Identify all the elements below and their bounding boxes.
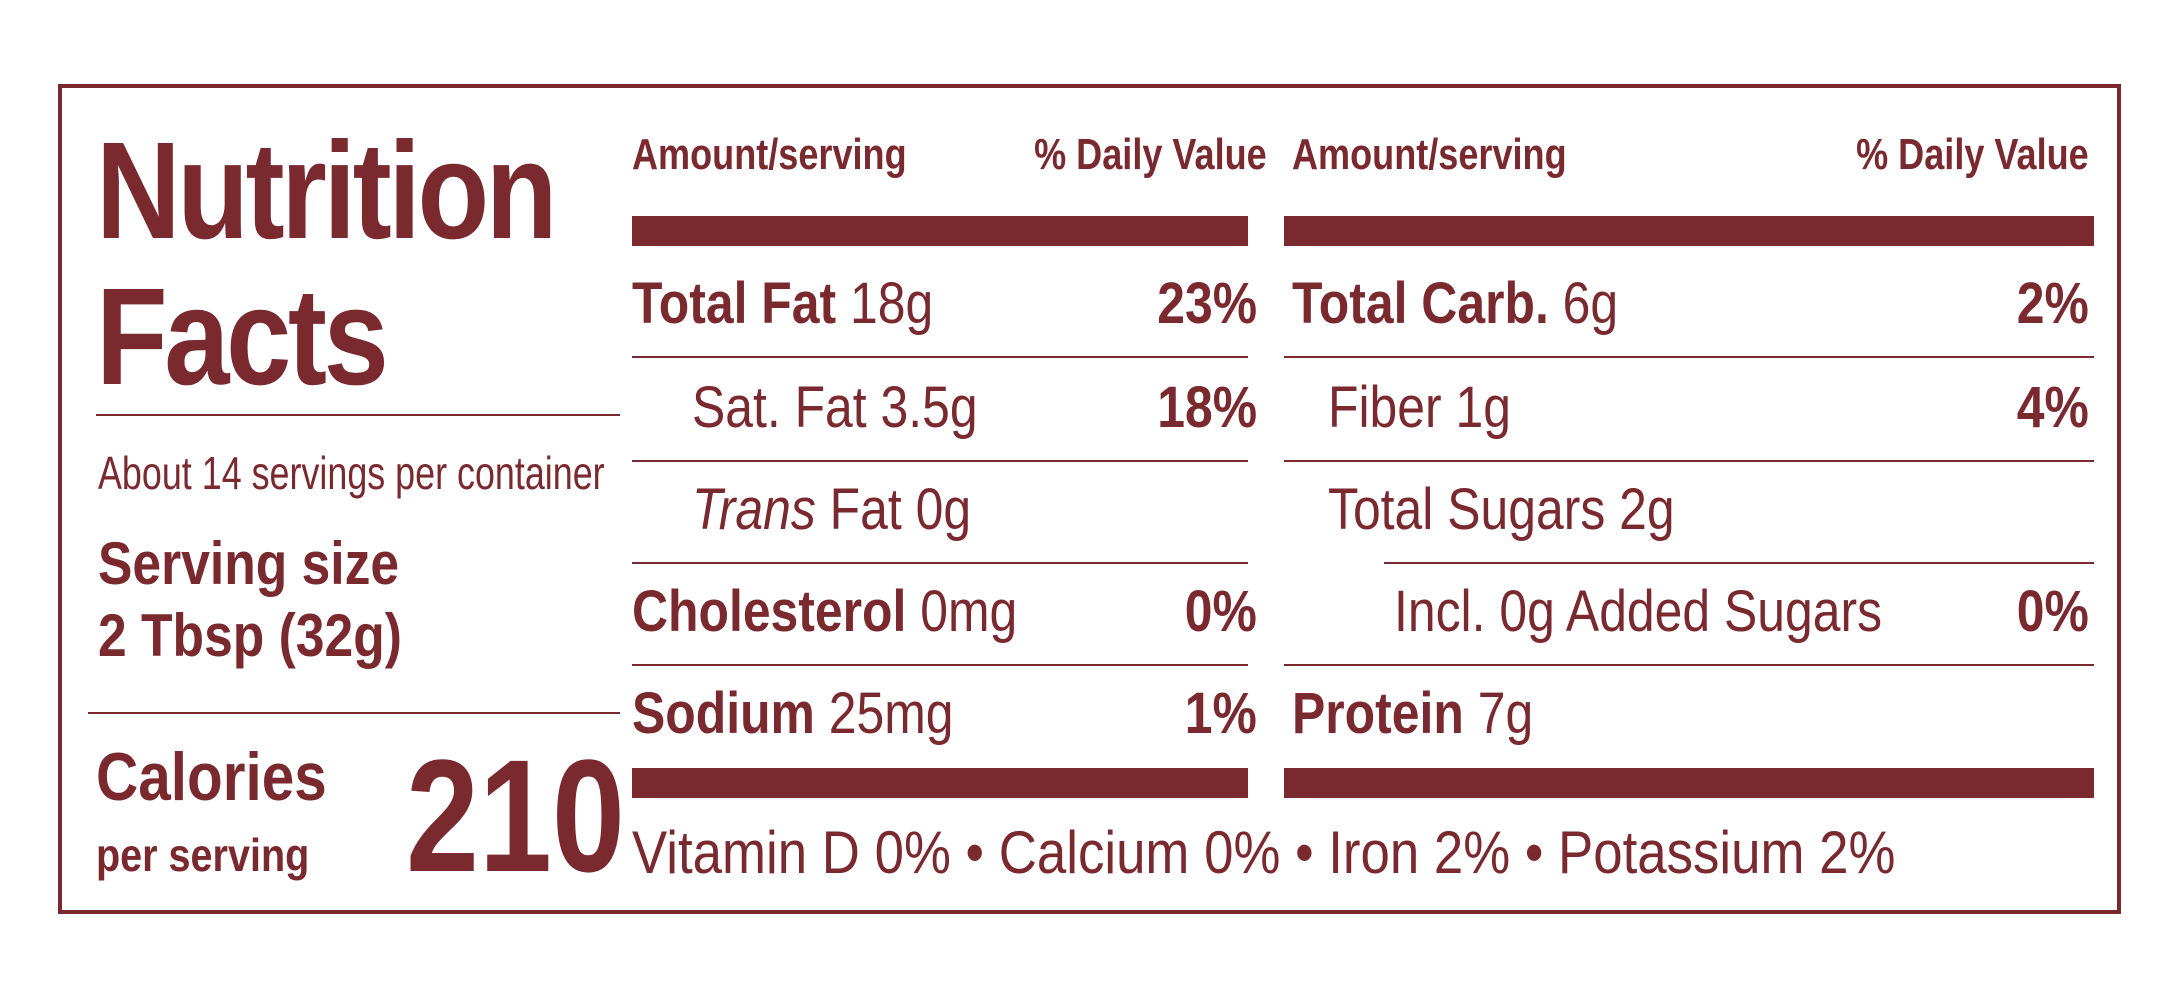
dv-total-fat: 23% — [1157, 271, 1257, 336]
row-divider — [632, 356, 1248, 358]
row-divider — [632, 460, 1248, 462]
thick-rule — [632, 216, 1248, 246]
row-divider — [1384, 562, 2094, 564]
row-divider — [632, 664, 1248, 666]
row-trans-fat: Trans Fat 0g — [692, 477, 972, 542]
dv-added-sugars: 0% — [2016, 579, 2089, 644]
serving-size: Serving size 2 Tbsp (32g) — [98, 530, 402, 669]
thick-rule — [1284, 216, 2094, 246]
right-header-dv: % Daily Value — [1856, 130, 2089, 179]
row-cholesterol: Cholesterol 0mg — [632, 579, 1018, 644]
row-fiber: Fiber 1g — [1328, 375, 1512, 440]
divider — [88, 712, 620, 714]
row-divider — [1284, 664, 2094, 666]
row-protein: Protein 7g — [1292, 681, 1534, 746]
right-header-amount: Amount/serving — [1292, 130, 1567, 179]
row-total-sugars: Total Sugars 2g — [1328, 477, 1675, 542]
left-header-amount: Amount/serving — [632, 130, 907, 179]
servings-per-container: About 14 servings per container — [98, 447, 605, 499]
vitamins-minerals: Vitamin D 0% • Calcium 0% • Iron 2% • Po… — [632, 819, 1896, 886]
left-header-dv: % Daily Value — [1034, 130, 1267, 179]
row-divider — [1284, 356, 2094, 358]
dv-cholesterol: 0% — [1184, 579, 1257, 644]
calories-value: 210 — [406, 726, 625, 905]
calories-per-serving: per serving — [96, 829, 310, 881]
label-title: Nutrition Facts — [96, 114, 557, 414]
nutrition-label: Nutrition Facts About 14 servings per co… — [58, 84, 2121, 914]
row-divider — [632, 562, 1248, 564]
row-total-carb: Total Carb. 6g — [1292, 271, 1619, 336]
calories-label: Calories — [96, 739, 327, 815]
thick-rule — [632, 768, 1248, 798]
row-sodium: Sodium 25mg — [632, 681, 954, 746]
dv-sat-fat: 18% — [1157, 375, 1257, 440]
row-divider — [1284, 460, 2094, 462]
row-total-fat: Total Fat 18g — [632, 271, 934, 336]
row-added-sugars: Incl. 0g Added Sugars — [1394, 579, 1883, 644]
thick-rule — [1284, 768, 2094, 798]
divider — [96, 414, 620, 416]
dv-fiber: 4% — [2016, 375, 2089, 440]
dv-total-carb: 2% — [2016, 271, 2089, 336]
row-sat-fat: Sat. Fat 3.5g — [692, 375, 978, 440]
dv-sodium: 1% — [1184, 681, 1257, 746]
